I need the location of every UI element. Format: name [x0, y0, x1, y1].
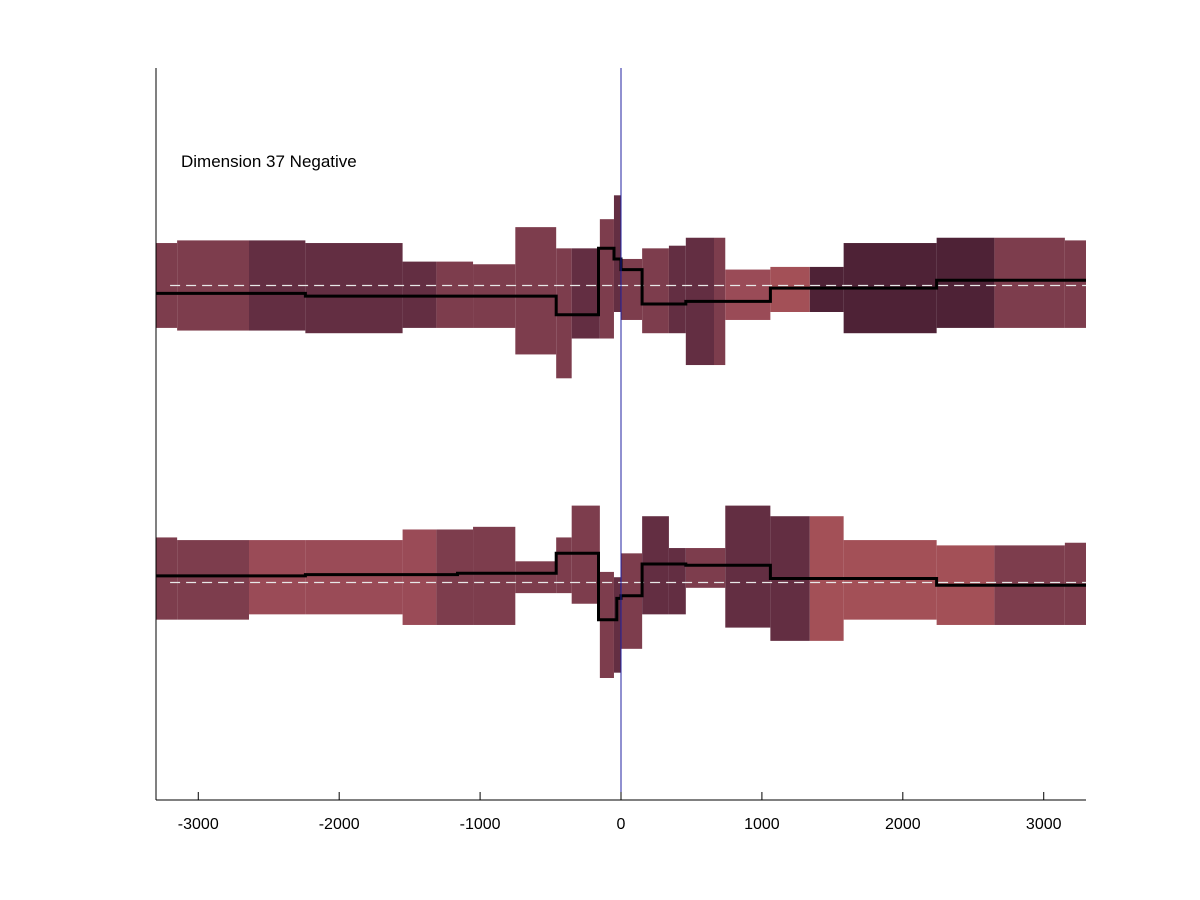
x-tick-label: 3000	[1026, 816, 1062, 833]
band-segment	[571, 248, 600, 339]
band-segment	[621, 258, 643, 320]
band-segment	[436, 529, 474, 625]
band-segment	[994, 237, 1065, 328]
x-tick-label: 1000	[744, 816, 780, 833]
band-segment	[515, 561, 557, 594]
x-axis: -3000 -2000 -1000 0 1000 2000 3000	[155, 68, 1086, 833]
plot-area	[156, 68, 1086, 800]
band-segment	[685, 548, 714, 588]
band-segment	[668, 245, 686, 334]
band-segment	[402, 529, 437, 625]
band-segment	[668, 548, 686, 615]
band-segment	[305, 243, 403, 334]
band-segment	[599, 571, 614, 678]
band-segment	[305, 540, 403, 615]
series-line	[156, 551, 1086, 622]
panel-1	[156, 195, 1086, 379]
band-segment	[177, 540, 249, 620]
band-segment	[156, 243, 178, 328]
panel-2	[156, 505, 1086, 678]
x-tick-label: -1000	[460, 816, 501, 833]
chart-annotation: Dimension 37 Negative	[181, 152, 357, 171]
band-segment	[613, 577, 621, 673]
band-segment	[556, 537, 572, 594]
band-segment	[515, 227, 557, 355]
x-tick-label: 0	[617, 816, 626, 833]
band-segment	[1064, 240, 1086, 328]
x-tick-label: 2000	[885, 816, 921, 833]
band-segment	[473, 526, 516, 625]
band-segment	[621, 553, 643, 649]
band-segment	[599, 219, 614, 339]
x-tick-label: -2000	[319, 816, 360, 833]
x-tick-label: -3000	[178, 816, 219, 833]
band-segment	[613, 195, 621, 312]
band-segment	[642, 248, 669, 334]
band-segment	[725, 269, 771, 320]
band-segment	[156, 537, 178, 620]
band-segment	[936, 237, 995, 328]
band-segment	[714, 548, 726, 588]
